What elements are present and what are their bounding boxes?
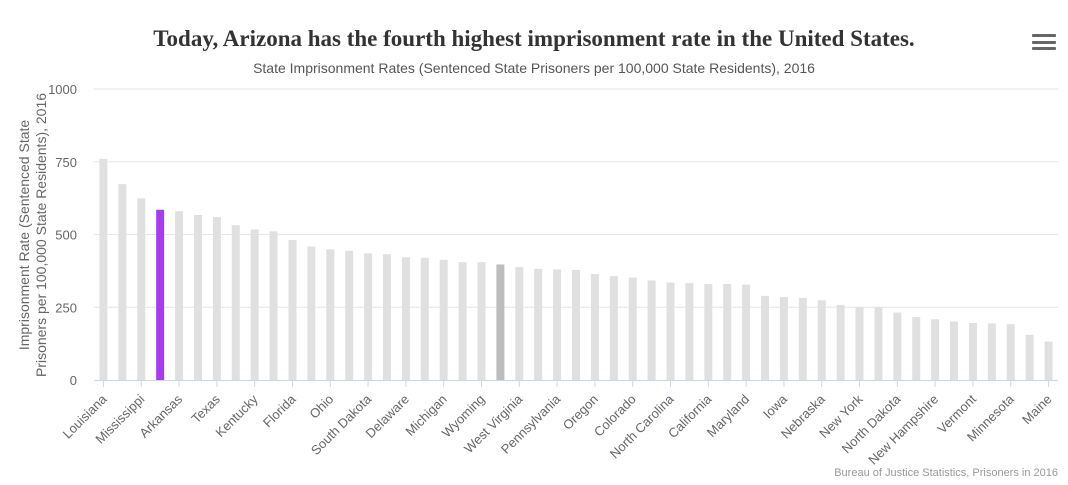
bar-north-dakota[interactable]: North Dakota: 232 (893, 312, 901, 380)
x-tick-label: New Hampshire (865, 392, 941, 468)
x-tick-label: Iowa (760, 391, 791, 422)
y-tick-label: 0 (70, 373, 77, 388)
bar-mississippi[interactable]: Mississippi: 624 (137, 198, 145, 380)
bar-california[interactable]: California: 330 (704, 284, 712, 380)
bar-south-carolina[interactable]: South Carolina: 382 (534, 269, 542, 380)
bar-maryland[interactable]: Maryland: 328 (742, 285, 750, 380)
y-axis-title: Imprisonment Rate (Sentenced StatePrison… (16, 93, 49, 377)
bar-texas[interactable]: Texas: 560 (213, 217, 221, 380)
bar-vermont[interactable]: Vermont: 196 (969, 323, 977, 380)
bar-idaho[interactable]: Idaho: 459 (307, 246, 315, 380)
bar-maine[interactable]: Maine: 132 (1045, 342, 1053, 380)
bar-chart: 0 250 500 750 1000 Louisiana: 760 Oklahoma: 6… (0, 0, 1068, 485)
bar-connecticut[interactable]: Connecticut: 333 (685, 283, 693, 380)
y-axis-tick-labels: 0 250 500 750 1000 (48, 82, 77, 388)
bar-oklahoma[interactable]: Oklahoma: 673 (118, 184, 126, 380)
bars: Louisiana: 760 Oklahoma: 673 Mississippi: … (99, 159, 1052, 380)
bar-ohio[interactable]: Ohio: 449 (326, 249, 334, 380)
bar-iowa[interactable]: Iowa: 285 (780, 297, 788, 380)
x-tick-label: Kentucky (212, 391, 261, 440)
bar-washington[interactable]: Washington: 201 (950, 322, 958, 380)
bar-louisiana[interactable]: Louisiana: 760 (99, 159, 107, 380)
bar-arizona[interactable]: Arizona: 585 (156, 210, 164, 380)
bar-united-states[interactable]: United States: 397 (496, 264, 504, 380)
bar-new-mexico[interactable]: New Mexico: 330 (723, 284, 731, 380)
bar-utah[interactable]: Utah: 251 (874, 307, 882, 380)
bar-delaware[interactable]: Delaware: 422 (402, 257, 410, 380)
bar-pennsylvania[interactable]: Pennsylvania: 380 (553, 269, 561, 380)
y-tick-label: 1000 (48, 82, 77, 97)
x-tick-label: Texas (188, 391, 223, 426)
bar-wisconsin[interactable]: Wisconsin: 378 (572, 270, 580, 380)
y-tick-label: 250 (55, 300, 77, 315)
bar-florida[interactable]: Florida: 481 (288, 240, 296, 380)
bar-kentucky[interactable]: Kentucky: 517 (251, 230, 259, 380)
bar-georgia[interactable]: Georgia: 511 (270, 231, 278, 380)
bar-new-jersey[interactable]: New Jersey: 216 (912, 317, 920, 380)
bar-rhode-island[interactable]: Rhode Island: 194 (988, 324, 996, 380)
bar-kansas[interactable]: Kansas: 289 (761, 296, 769, 380)
bar-massachusetts[interactable]: Massachusetts: 155 (1026, 335, 1034, 380)
bar-indiana[interactable]: Indiana: 444 (345, 251, 353, 380)
bar-michigan[interactable]: Michigan: 413 (440, 260, 448, 380)
bar-hawaii[interactable]: Hawaii: 258 (837, 305, 845, 380)
bar-oregon[interactable]: Oregon: 364 (591, 274, 599, 380)
bar-nebraska[interactable]: Nebraska: 274 (818, 300, 826, 380)
bar-montana[interactable]: Montana: 342 (648, 280, 656, 380)
x-tick-label: Ohio (306, 392, 336, 422)
bar-alaska[interactable]: Alaska: 405 (459, 262, 467, 380)
bar-illinois[interactable]: Illinois: 282 (799, 298, 807, 380)
bar-wyoming[interactable]: Wyoming: 405 (477, 262, 485, 380)
x-tick-label: Florida (260, 391, 299, 430)
bar-arkansas[interactable]: Arkansas: 580 (175, 211, 183, 380)
bar-virginia[interactable]: Virginia: 420 (421, 258, 429, 380)
bar-colorado[interactable]: Colorado: 352 (629, 278, 637, 380)
bar-alabama[interactable]: Alabama: 567 (194, 215, 202, 380)
bar-north-carolina[interactable]: North Carolina: 335 (667, 283, 675, 380)
x-tick-label: Maine (1019, 392, 1055, 428)
y-tick-label: 750 (55, 155, 77, 170)
bar-nevada[interactable]: Nevada: 432 (383, 254, 391, 380)
y-tick-label: 500 (55, 228, 77, 243)
bar-south-dakota[interactable]: South Dakota: 435 (364, 253, 372, 380)
bar-west-virginia[interactable]: West Virginia: 388 (515, 267, 523, 380)
chart-credits[interactable]: Bureau of Justice Statistics, Prisoners … (834, 467, 1058, 479)
bar-new-hampshire[interactable]: New Hampshire: 209 (931, 319, 939, 380)
bar-tennessee[interactable]: Tennessee: 357 (610, 276, 618, 380)
bar-new-york[interactable]: New York: 251 (856, 307, 864, 380)
bar-minnesota[interactable]: Minnesota: 192 (1007, 324, 1015, 380)
bar-missouri[interactable]: Missouri: 532 (232, 225, 240, 380)
